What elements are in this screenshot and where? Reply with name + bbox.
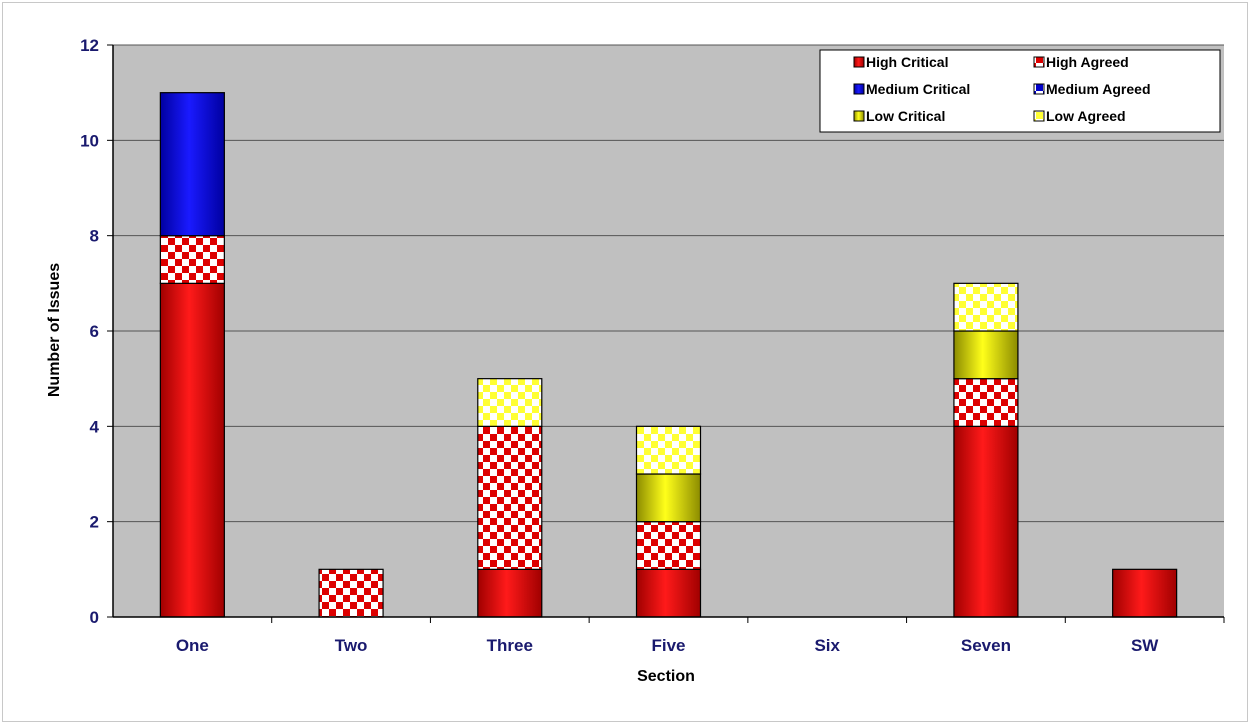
legend-swatch-high-agreed bbox=[1033, 56, 1045, 68]
y-tick-label: 2 bbox=[90, 513, 99, 532]
y-tick-label: 0 bbox=[90, 608, 99, 627]
x-tick-label: Five bbox=[651, 636, 685, 655]
legend-label-medium-critical: Medium Critical bbox=[866, 81, 970, 97]
bar-segment-medium-critical bbox=[159, 92, 225, 237]
x-tick-label: Seven bbox=[961, 636, 1011, 655]
bar-segment-low-agreed bbox=[635, 425, 702, 475]
legend-swatch-medium-critical bbox=[853, 83, 865, 95]
bar-segment-high-agreed bbox=[159, 235, 225, 284]
x-tick-label: Two bbox=[335, 636, 368, 655]
bar-segment-high-critical bbox=[635, 568, 702, 618]
bar-segment-high-agreed bbox=[953, 378, 1019, 427]
y-axis-ticks: 0 2 4 6 8 10 12 bbox=[80, 36, 113, 627]
legend-swatch-low-critical bbox=[853, 110, 865, 122]
bar-segment-high-critical bbox=[1112, 568, 1178, 618]
legend-label-low-agreed: Low Agreed bbox=[1046, 108, 1126, 124]
x-tick-label: SW bbox=[1131, 636, 1159, 655]
legend-swatch-low-agreed bbox=[1033, 110, 1045, 122]
bar-segment-high-agreed bbox=[635, 521, 702, 570]
bar-segment-high-critical bbox=[159, 282, 225, 618]
x-tick-label: Six bbox=[814, 636, 840, 655]
bar-segment-low-agreed bbox=[953, 282, 1019, 332]
bar-segment-high-agreed bbox=[477, 425, 543, 570]
y-tick-label: 6 bbox=[90, 322, 99, 341]
bar-segment-low-critical bbox=[635, 473, 702, 523]
legend: High Critical High Agreed Medium Critical M… bbox=[819, 49, 1221, 133]
y-tick-label: 8 bbox=[90, 227, 99, 246]
legend-label-high-critical: High Critical bbox=[866, 54, 948, 70]
legend-box bbox=[819, 49, 1221, 133]
legend-swatch-medium-agreed bbox=[1033, 83, 1045, 95]
y-tick-label: 4 bbox=[90, 417, 100, 436]
legend-label-high-agreed: High Agreed bbox=[1046, 54, 1129, 70]
legend-swatch-high-critical bbox=[853, 56, 865, 68]
bar-segment-low-agreed bbox=[477, 378, 543, 427]
bar-segment-low-critical bbox=[953, 330, 1019, 380]
x-axis-ticks: One Two Three Five Six Seven SW bbox=[176, 617, 1225, 655]
y-tick-label: 10 bbox=[80, 131, 99, 150]
bars bbox=[159, 92, 1178, 618]
bar-segment-high-critical bbox=[477, 568, 543, 618]
x-axis-title: Section bbox=[637, 668, 695, 685]
legend-label-low-critical: Low Critical bbox=[866, 108, 945, 124]
legend-label-medium-agreed: Medium Agreed bbox=[1046, 81, 1151, 97]
bar-segment-high-agreed bbox=[318, 568, 384, 618]
x-tick-label: Three bbox=[487, 636, 533, 655]
y-tick-label: 12 bbox=[80, 36, 99, 55]
x-tick-label: One bbox=[176, 636, 209, 655]
y-axis-title: Number of Issues bbox=[46, 263, 63, 397]
bar-segment-high-critical bbox=[953, 425, 1019, 618]
